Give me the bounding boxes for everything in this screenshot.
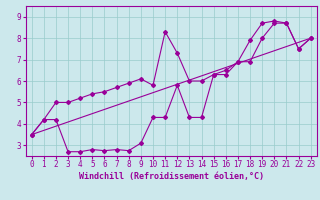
X-axis label: Windchill (Refroidissement éolien,°C): Windchill (Refroidissement éolien,°C): [79, 172, 264, 181]
